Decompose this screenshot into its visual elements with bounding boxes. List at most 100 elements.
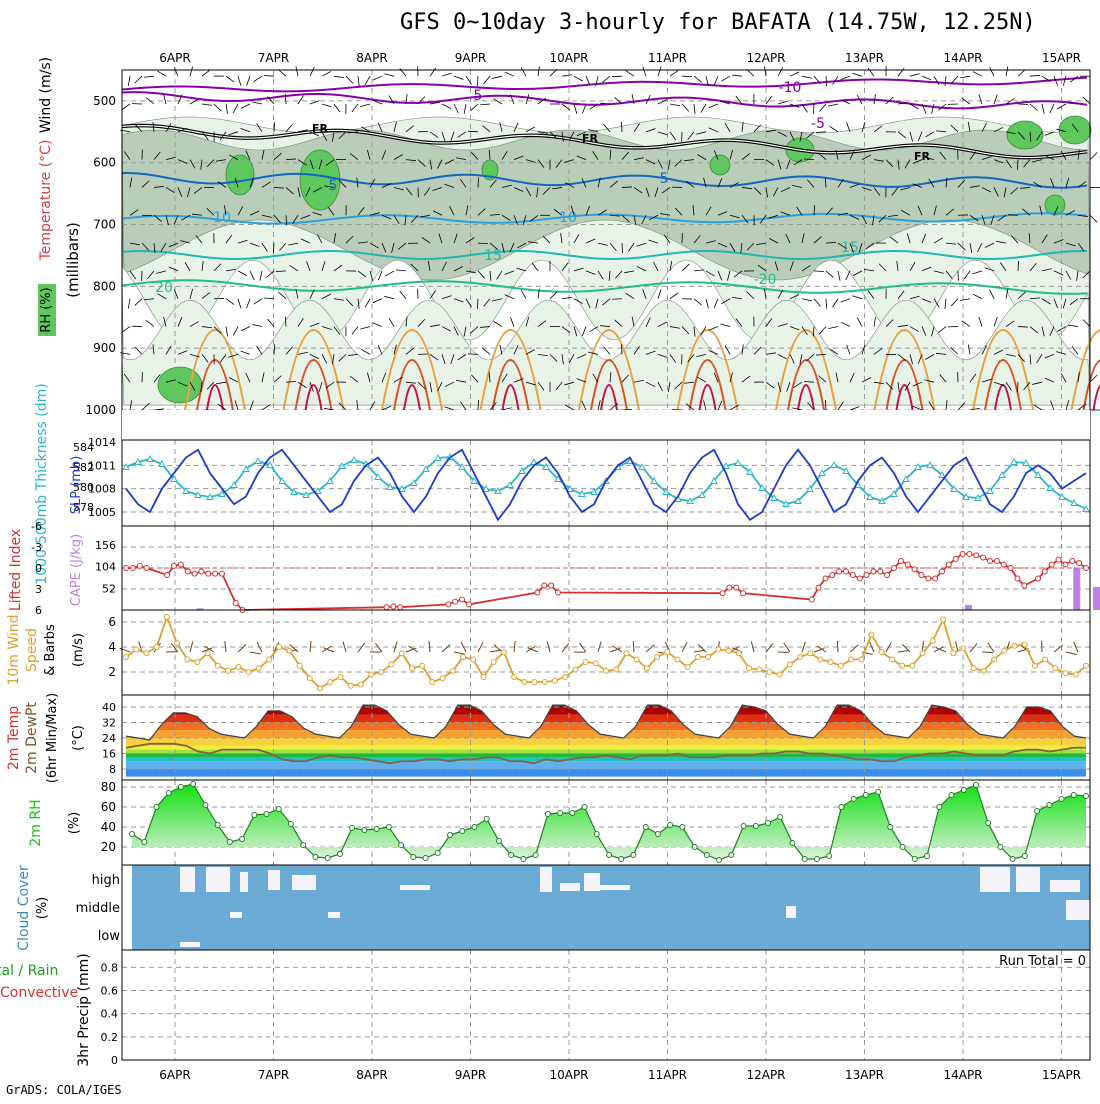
- rh2m-point: [399, 843, 404, 848]
- wind10-speed-line-point: [593, 661, 598, 666]
- wind10-speed-line-point: [665, 650, 670, 655]
- wind-barb: [682, 104, 689, 111]
- bottom-date-label: 15APR: [1042, 1068, 1081, 1082]
- wind10-speed-line-point: [971, 666, 976, 671]
- top-date-label: 6APR: [159, 51, 190, 65]
- wind-barb: [913, 406, 922, 410]
- wind-barb: [144, 76, 154, 77]
- rh2m-point: [558, 811, 563, 816]
- rh2m-point: [827, 854, 832, 859]
- wind-barb: [1034, 405, 1042, 410]
- label-cape: CAPE (J/kg): [69, 534, 84, 606]
- lifted-index-line-point: [453, 599, 458, 604]
- wind-barb: [951, 76, 958, 83]
- wind-barb: [1030, 75, 1040, 76]
- wind10-speed-line-point: [542, 680, 547, 685]
- wind10-speed-line-point: [685, 665, 690, 670]
- rh2m-point: [1084, 794, 1089, 799]
- label-pct-cloud: (%): [35, 897, 50, 920]
- rh2m-point: [301, 843, 306, 848]
- top-date-label: 15APR: [1042, 51, 1081, 65]
- lifted-index-line-point: [1070, 559, 1075, 564]
- lifted-index-line-point: [460, 597, 465, 602]
- wind-barb: [1008, 215, 1018, 216]
- precip-ytick-label: 0.6: [101, 985, 119, 998]
- rh2m-point: [643, 825, 648, 830]
- wind-barb: [778, 101, 788, 104]
- rh2m-point: [325, 856, 330, 861]
- wind-barb: [202, 104, 212, 105]
- lifted-index-line-point: [542, 583, 547, 588]
- lifted-index-line-point: [130, 566, 135, 571]
- thickness-ytick-label: 584: [73, 441, 94, 454]
- wind10-speed-line-point: [787, 662, 792, 667]
- top-date-label: 7APR: [258, 51, 289, 65]
- label-slp: SLP (mb): [69, 456, 84, 515]
- wind-barb: [1017, 382, 1018, 392]
- wind-barb: [430, 68, 436, 76]
- cloud-gap: [400, 885, 430, 890]
- lifted-ytick-label: 6: [35, 604, 42, 617]
- cloud-gap: [600, 885, 630, 890]
- lifted-index-line-point: [850, 573, 855, 578]
- top-date-label: 13APR: [845, 51, 884, 65]
- rh2m-point: [973, 783, 978, 788]
- ua-ytick-label: 900: [93, 341, 116, 355]
- lifted-index-line-point: [1063, 562, 1068, 567]
- lifted-index-line-point: [172, 563, 177, 568]
- cloud-gap: [1016, 867, 1040, 892]
- label-temp2m-a: 2m Temp: [6, 706, 22, 770]
- ua-ytick-label: 700: [93, 218, 116, 232]
- rh2m-ytick-label: 40: [101, 820, 116, 834]
- wind10-speed-line-point: [624, 651, 629, 656]
- lifted-index-line-point: [185, 569, 190, 574]
- wind10-speed-line-point: [777, 672, 782, 677]
- wind-barb: [910, 74, 920, 77]
- wind-barb: [1042, 104, 1044, 114]
- wind-barb: [841, 76, 850, 79]
- wind-barb: [670, 104, 680, 106]
- wind10-speed-line-point: [981, 668, 986, 673]
- wind-barb: [732, 75, 742, 76]
- wind10-speed-line-point: [175, 641, 180, 646]
- rh2m-point: [582, 805, 587, 810]
- contour-label: FR: [312, 122, 329, 135]
- rh2m-point: [704, 853, 709, 858]
- rh2m-point: [717, 858, 722, 863]
- wind-barb: [1017, 160, 1018, 170]
- wind10-speed-line-point: [1002, 648, 1007, 653]
- lifted-index-line-point: [953, 556, 958, 561]
- wind-barb: [526, 94, 529, 104]
- wind10-barb: [633, 641, 634, 652]
- lifted-index-line-point: [871, 569, 876, 574]
- wind-barb: [521, 67, 526, 76]
- wind10-speed-line: [126, 617, 1086, 688]
- wind10-speed-line-point: [185, 657, 190, 662]
- wind10-barb: [580, 643, 586, 652]
- rh2m-point: [1035, 809, 1040, 814]
- wind10-speed-line-point: [348, 683, 353, 688]
- rh2m-ytick-label: 60: [101, 800, 116, 814]
- rh2m-ytick-label: 20: [101, 840, 116, 854]
- wind10-speed-line-point: [287, 648, 292, 653]
- rh2m-point: [619, 857, 624, 862]
- label-temp2m-b: 2m DewPt: [24, 702, 40, 774]
- cloud-gap: [206, 867, 230, 892]
- wind10-speed-line-point: [1032, 663, 1037, 668]
- ua-label-rh: RH (%): [39, 287, 54, 332]
- lifted-index-line-point: [535, 590, 540, 595]
- wind10-speed-line-point: [604, 668, 609, 673]
- rh2m-point: [790, 841, 795, 846]
- temp-band: [122, 738, 1090, 746]
- rh2m-point: [203, 803, 208, 808]
- cloud-gap: [180, 942, 200, 947]
- cloud-ytick-label: low: [98, 929, 121, 944]
- cloud-ytick-label: middle: [76, 901, 120, 916]
- wind10-speed-line-point: [266, 657, 271, 662]
- rh2m-point: [533, 853, 538, 858]
- precip-ytick-label: 0.4: [101, 1008, 119, 1021]
- wind10-speed-line-point: [808, 651, 813, 656]
